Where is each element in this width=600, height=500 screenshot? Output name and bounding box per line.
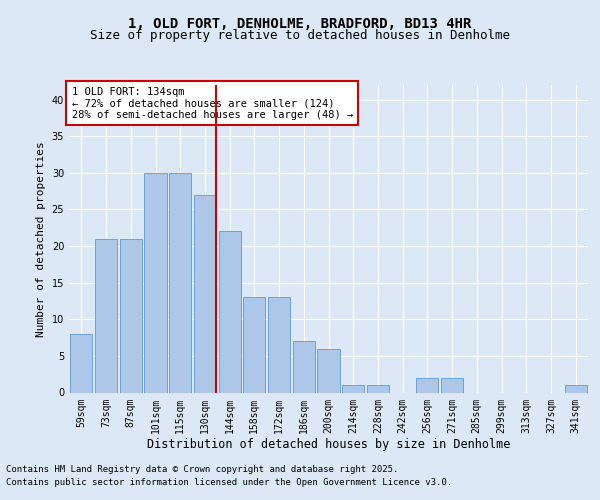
- Text: 1, OLD FORT, DENHOLME, BRADFORD, BD13 4HR: 1, OLD FORT, DENHOLME, BRADFORD, BD13 4H…: [128, 18, 472, 32]
- Bar: [416, 378, 439, 392]
- Text: 1 OLD FORT: 134sqm
← 72% of detached houses are smaller (124)
28% of semi-detach: 1 OLD FORT: 134sqm ← 72% of detached hou…: [71, 86, 353, 120]
- Bar: [218, 232, 241, 392]
- Text: Contains public sector information licensed under the Open Government Licence v3: Contains public sector information licen…: [6, 478, 452, 487]
- Bar: [367, 385, 389, 392]
- Bar: [293, 341, 315, 392]
- Bar: [194, 195, 216, 392]
- Bar: [268, 298, 290, 392]
- Bar: [243, 298, 265, 392]
- Bar: [565, 385, 587, 392]
- Y-axis label: Number of detached properties: Number of detached properties: [36, 141, 46, 336]
- Bar: [342, 385, 364, 392]
- Text: Size of property relative to detached houses in Denholme: Size of property relative to detached ho…: [90, 29, 510, 42]
- Bar: [169, 173, 191, 392]
- Bar: [145, 173, 167, 392]
- Text: Contains HM Land Registry data © Crown copyright and database right 2025.: Contains HM Land Registry data © Crown c…: [6, 466, 398, 474]
- Bar: [95, 239, 117, 392]
- Bar: [70, 334, 92, 392]
- Bar: [317, 348, 340, 393]
- Bar: [119, 239, 142, 392]
- X-axis label: Distribution of detached houses by size in Denholme: Distribution of detached houses by size …: [147, 438, 510, 451]
- Bar: [441, 378, 463, 392]
